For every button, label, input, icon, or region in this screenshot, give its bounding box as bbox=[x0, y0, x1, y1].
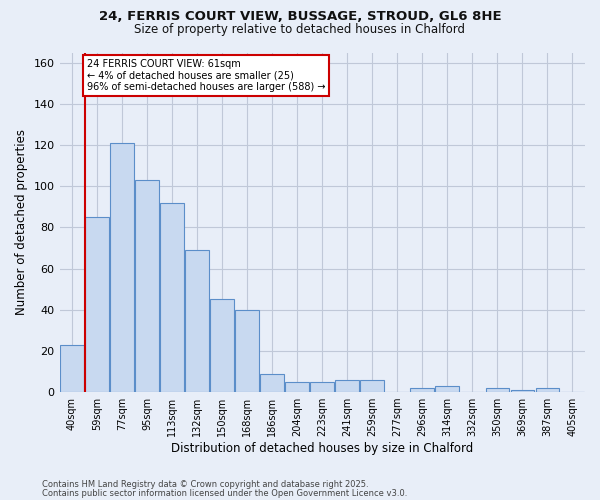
Text: 24 FERRIS COURT VIEW: 61sqm
← 4% of detached houses are smaller (25)
96% of semi: 24 FERRIS COURT VIEW: 61sqm ← 4% of deta… bbox=[87, 58, 326, 92]
Bar bbox=[536, 388, 559, 392]
Bar bbox=[310, 382, 334, 392]
Bar bbox=[485, 388, 509, 392]
Bar bbox=[85, 217, 109, 392]
Y-axis label: Number of detached properties: Number of detached properties bbox=[15, 130, 28, 316]
Bar bbox=[110, 143, 134, 392]
Bar bbox=[286, 382, 309, 392]
Bar bbox=[511, 390, 535, 392]
Bar bbox=[235, 310, 259, 392]
Bar bbox=[260, 374, 284, 392]
Bar bbox=[210, 300, 234, 392]
Text: Contains public sector information licensed under the Open Government Licence v3: Contains public sector information licen… bbox=[42, 490, 407, 498]
Bar bbox=[60, 344, 84, 392]
Bar bbox=[410, 388, 434, 392]
Bar bbox=[361, 380, 384, 392]
Text: Contains HM Land Registry data © Crown copyright and database right 2025.: Contains HM Land Registry data © Crown c… bbox=[42, 480, 368, 489]
X-axis label: Distribution of detached houses by size in Chalford: Distribution of detached houses by size … bbox=[171, 442, 473, 455]
Bar bbox=[185, 250, 209, 392]
Bar bbox=[335, 380, 359, 392]
Bar bbox=[135, 180, 159, 392]
Bar bbox=[160, 202, 184, 392]
Bar bbox=[436, 386, 459, 392]
Text: 24, FERRIS COURT VIEW, BUSSAGE, STROUD, GL6 8HE: 24, FERRIS COURT VIEW, BUSSAGE, STROUD, … bbox=[98, 10, 502, 23]
Text: Size of property relative to detached houses in Chalford: Size of property relative to detached ho… bbox=[134, 22, 466, 36]
